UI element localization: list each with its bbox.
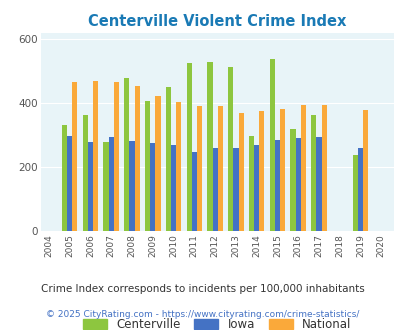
Bar (228, 67, 233, 231)
Bar (150, 143, 155, 231)
Bar (113, 82, 119, 231)
Bar (300, 105, 305, 231)
Bar (186, 63, 191, 231)
Bar (315, 137, 321, 231)
Bar (171, 145, 176, 231)
Bar (269, 58, 274, 231)
Bar (134, 86, 139, 231)
Legend: Centerville, Iowa, National: Centerville, Iowa, National (77, 312, 356, 330)
Bar (67, 137, 72, 231)
Bar (357, 148, 362, 231)
Bar (212, 148, 217, 231)
Bar (295, 138, 300, 231)
Bar (93, 81, 98, 231)
Bar (290, 129, 295, 231)
Title: Centerville Violent Crime Index: Centerville Violent Crime Index (88, 14, 345, 29)
Bar (62, 125, 67, 231)
Bar (129, 141, 134, 231)
Bar (248, 136, 254, 231)
Bar (83, 115, 87, 231)
Bar (207, 62, 212, 231)
Text: © 2025 CityRating.com - https://www.cityrating.com/crime-statistics/: © 2025 CityRating.com - https://www.city… (46, 311, 359, 319)
Bar (103, 142, 109, 231)
Bar (145, 101, 150, 231)
Bar (109, 137, 113, 231)
Bar (191, 152, 196, 231)
Bar (254, 146, 259, 231)
Bar (217, 106, 222, 231)
Bar (72, 82, 77, 231)
Bar (165, 87, 171, 231)
Bar (176, 102, 181, 231)
Bar (233, 148, 238, 231)
Bar (274, 140, 279, 231)
Bar (352, 155, 357, 231)
Bar (321, 105, 326, 231)
Bar (124, 78, 129, 231)
Bar (362, 110, 367, 231)
Bar (238, 114, 243, 231)
Text: Crime Index corresponds to incidents per 100,000 inhabitants: Crime Index corresponds to incidents per… (41, 284, 364, 294)
Bar (155, 96, 160, 231)
Bar (279, 109, 285, 231)
Bar (196, 106, 202, 231)
Bar (87, 142, 93, 231)
Bar (259, 111, 264, 231)
Bar (311, 115, 315, 231)
